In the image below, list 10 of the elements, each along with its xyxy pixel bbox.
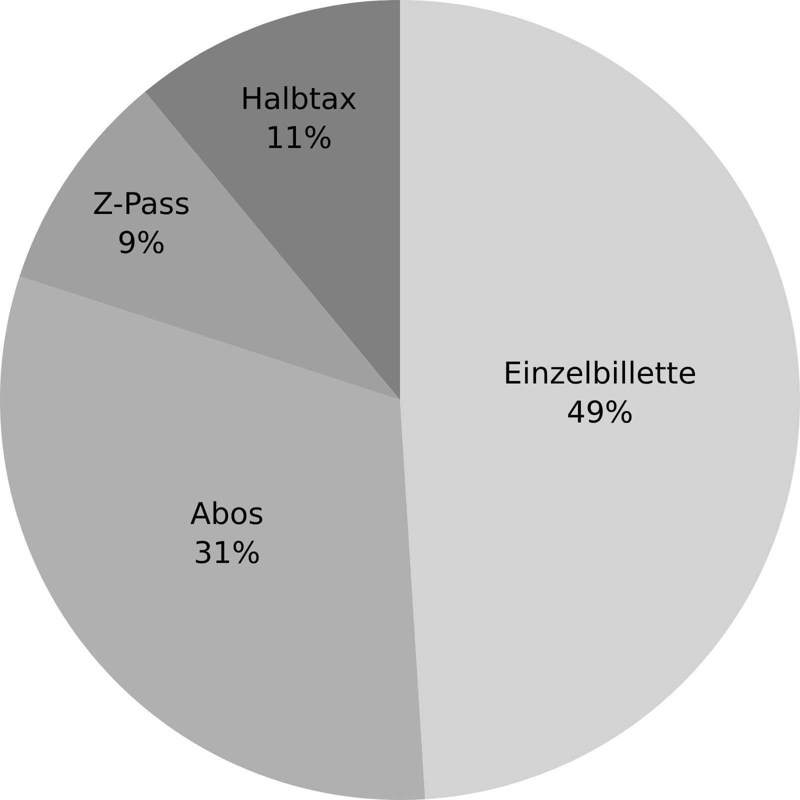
data-label: 49% (566, 396, 634, 431)
slice-label: Z-Pass (92, 187, 190, 222)
slice-label: Halbtax (240, 82, 357, 117)
pie-slice (400, 0, 800, 800)
slice-label: Einzelbillette (503, 356, 697, 392)
data-label: 31% (194, 536, 260, 572)
slice-label: Abos (190, 497, 264, 532)
pie-slice (0, 276, 426, 800)
data-label: 9% (118, 226, 166, 262)
data-label: 11% (265, 120, 332, 156)
